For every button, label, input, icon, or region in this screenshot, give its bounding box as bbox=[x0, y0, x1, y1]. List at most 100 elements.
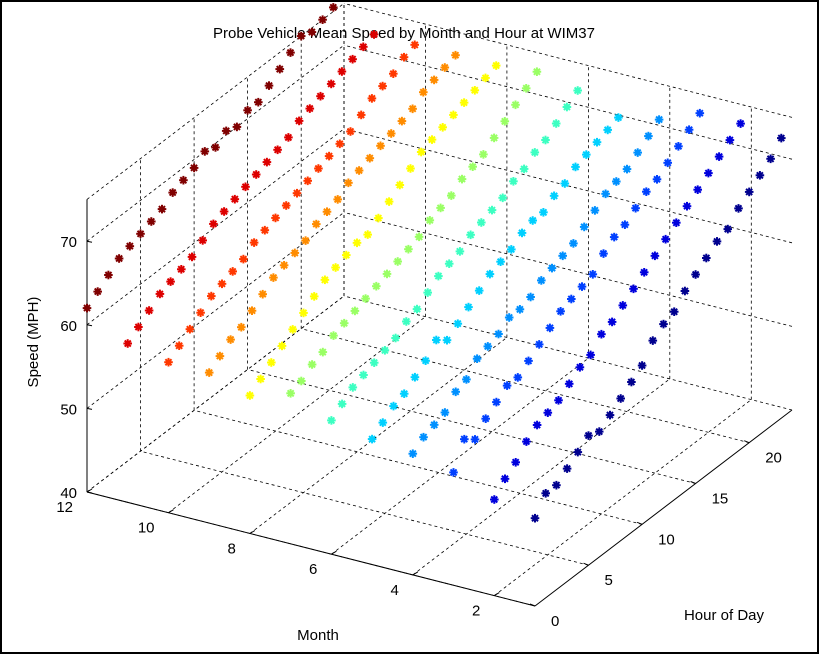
data-point-month-5-hour-9 bbox=[464, 302, 473, 312]
data-point-month-2-hour-12 bbox=[618, 301, 628, 310]
data-point-month-6-hour-15 bbox=[487, 205, 497, 215]
data-point-month-5-hour-20 bbox=[582, 150, 591, 159]
data-point-month-6-hour-21 bbox=[551, 119, 561, 128]
data-point-month-5-hour-23 bbox=[614, 113, 623, 122]
data-point-month-12-hour-2 bbox=[104, 270, 113, 280]
data-point-month-1-hour-20 bbox=[744, 187, 754, 197]
data-point-month-1-hour-10 bbox=[637, 361, 647, 370]
data-point-month-2-hour-15 bbox=[650, 251, 660, 261]
data-point-month-1-hour-13 bbox=[669, 307, 679, 316]
data-point-month-2-hour-9 bbox=[586, 350, 595, 360]
data-point-month-10-hour-15 bbox=[324, 151, 334, 161]
month-tick-12: 12 bbox=[56, 499, 73, 516]
data-point-month-1-hour-21 bbox=[755, 171, 765, 180]
data-point-month-2-hour-18 bbox=[682, 201, 692, 211]
data-point-month-10-hour-17 bbox=[346, 127, 355, 136]
data-point-month-7-hour-9 bbox=[382, 269, 392, 279]
data-point-month-2-hour-2 bbox=[511, 458, 520, 467]
data-point-month-2-hour-22 bbox=[725, 135, 735, 145]
data-point-month-9-hour-17 bbox=[386, 129, 396, 138]
data-point-month-2-hour-11 bbox=[607, 317, 617, 327]
data-point-month-9-hour-10 bbox=[312, 219, 321, 229]
speed-tick-70: 70 bbox=[60, 234, 77, 251]
data-point-month-10-hour-19 bbox=[367, 94, 377, 103]
data-point-month-10-hour-11 bbox=[281, 201, 291, 210]
tick-labels: 40 50 60 70 2 4 6 8 10 12 0 5 10 15 20 bbox=[56, 234, 782, 630]
data-point-month-9-hour-22 bbox=[440, 63, 450, 72]
axes-frame bbox=[86, 199, 793, 607]
data-point-month-12-hour-0 bbox=[82, 303, 92, 313]
month-tick-10: 10 bbox=[138, 520, 155, 537]
data-point-month-12-hour-10 bbox=[189, 163, 199, 173]
data-point-month-7-hour-13 bbox=[425, 216, 435, 225]
data-point-month-4-hour-12 bbox=[537, 276, 546, 285]
data-point-month-11-hour-12 bbox=[251, 170, 261, 179]
floor-grid-hour-20 bbox=[301, 328, 750, 444]
data-point-month-10-hour-20 bbox=[378, 81, 387, 91]
month-tick-mark-8 bbox=[249, 530, 256, 534]
data-point-month-3-hour-10 bbox=[556, 307, 565, 316]
data-point-month-9-hour-5 bbox=[258, 289, 267, 299]
data-point-month-4-hour-19 bbox=[612, 177, 621, 186]
data-point-month-4-hour-21 bbox=[633, 148, 642, 157]
floor-grid-month-8 bbox=[249, 337, 508, 534]
data-point-month-1-hour-18 bbox=[723, 224, 732, 234]
speed-tick-60: 60 bbox=[60, 318, 77, 335]
data-point-month-4-hour-10 bbox=[515, 305, 525, 314]
data-point-month-2-hour-16 bbox=[661, 234, 670, 244]
data-point-month-11-hour-21 bbox=[348, 54, 357, 64]
data-point-month-1-hour-8 bbox=[616, 394, 625, 403]
data-point-month-8-hour-16 bbox=[416, 147, 426, 157]
data-point-month-10-hour-3 bbox=[196, 308, 205, 317]
data-point-month-7-hour-21 bbox=[511, 100, 520, 110]
data-point-month-5-hour-22 bbox=[603, 125, 612, 135]
floor-grid-month-6 bbox=[331, 357, 589, 555]
data-point-month-9-hour-18 bbox=[397, 116, 407, 126]
data-point-month-4-hour-1 bbox=[419, 432, 428, 442]
data-point-month-3-hour-14 bbox=[599, 249, 608, 258]
data-point-month-8-hour-0 bbox=[245, 391, 255, 400]
data-point-month-7-hour-22 bbox=[521, 84, 531, 93]
data-point-month-12-hour-14 bbox=[232, 122, 242, 132]
data-point-month-3-hour-1 bbox=[460, 434, 469, 444]
data-point-month-8-hour-4 bbox=[288, 325, 297, 334]
data-point-month-9-hour-6 bbox=[269, 273, 278, 282]
data-point-month-6-hour-11 bbox=[444, 259, 454, 268]
data-point-month-6-hour-2 bbox=[348, 383, 358, 392]
data-point-month-3-hour-12 bbox=[577, 282, 587, 291]
data-point-month-12-hour-8 bbox=[168, 188, 177, 197]
data-point-month-9-hour-2 bbox=[226, 335, 235, 344]
data-point-month-11-hour-14 bbox=[273, 145, 282, 155]
hour-tick-mark-0 bbox=[529, 603, 536, 607]
data-point-month-3-hour-0 bbox=[449, 468, 458, 477]
data-point-month-4-hour-23 bbox=[654, 115, 664, 124]
data-point-month-8-hour-20 bbox=[459, 98, 469, 107]
data-point-month-6-hour-14 bbox=[477, 218, 486, 227]
data-point-month-3-hour-18 bbox=[642, 187, 651, 196]
data-point-month-9-hour-16 bbox=[376, 141, 385, 151]
data-point-month-3-hour-2 bbox=[470, 435, 480, 444]
data-point-month-7-hour-23 bbox=[532, 67, 542, 76]
data-point-month-5-hour-2 bbox=[389, 401, 398, 411]
data-point-month-6-hour-4 bbox=[369, 358, 379, 367]
data-point-month-3-hour-22 bbox=[684, 125, 694, 134]
data-point-month-11-hour-15 bbox=[284, 133, 293, 142]
data-point-month-4-hour-5 bbox=[462, 375, 471, 384]
data-point-month-12-hour-18 bbox=[275, 64, 285, 74]
data-point-month-10-hour-1 bbox=[174, 341, 184, 350]
data-point-month-7-hour-15 bbox=[447, 191, 456, 200]
data-point-month-4-hour-7 bbox=[483, 342, 493, 351]
data-point-month-10-hour-22 bbox=[399, 52, 409, 62]
data-point-month-11-hour-10 bbox=[230, 194, 240, 204]
data-point-month-4-hour-13 bbox=[547, 263, 557, 273]
month-axis-label: Month bbox=[297, 627, 339, 644]
data-point-month-7-hour-8 bbox=[372, 281, 381, 291]
data-point-month-3-hour-5 bbox=[502, 381, 512, 390]
data-point-month-11-hour-23 bbox=[369, 30, 379, 39]
data-point-month-8-hour-21 bbox=[470, 86, 480, 95]
data-point-month-3-hour-6 bbox=[513, 373, 523, 382]
data-point-month-9-hour-1 bbox=[215, 351, 225, 361]
data-point-month-2-hour-1 bbox=[500, 474, 510, 484]
data-point-month-6-hour-3 bbox=[359, 370, 368, 380]
month-tick-mark-10 bbox=[168, 509, 174, 514]
